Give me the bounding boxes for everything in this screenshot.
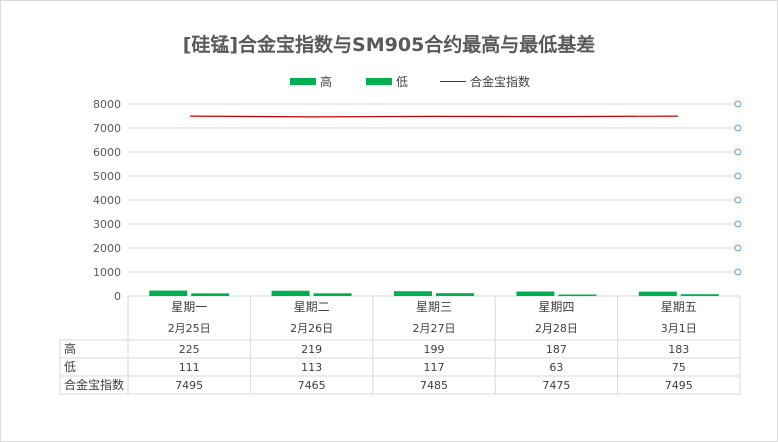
table-cell-value: 7475 (542, 379, 570, 392)
bar-low (191, 293, 230, 296)
table-cell-value: 117 (424, 361, 445, 374)
table-cell-value: 111 (179, 361, 200, 374)
table-row-label: 合金宝指数 (64, 377, 124, 392)
y-tick-label: 4000 (93, 194, 121, 207)
x-date-label: 2月27日 (413, 322, 456, 335)
secondary-axis-marker (734, 268, 742, 276)
secondary-axis-marker (734, 148, 742, 156)
x-category-label: 星期一 (171, 300, 207, 314)
x-date-label: 3月1日 (661, 322, 697, 335)
x-category-label: 星期二 (294, 300, 330, 314)
bar-low (436, 293, 474, 296)
table-cell-value: 7495 (665, 379, 693, 392)
bar-high (638, 291, 677, 296)
y-tick-label: 7000 (93, 122, 121, 135)
legend: 高 低 合金宝指数 (0, 72, 778, 92)
y-tick-label: 5000 (93, 170, 121, 183)
secondary-axis-marker (734, 220, 742, 228)
x-category-label: 星期三 (416, 300, 452, 314)
table-cell-value: 199 (424, 343, 445, 356)
legend-label-high: 高 (320, 75, 333, 89)
table-cell-value: 219 (301, 343, 322, 356)
table-cell-value: 183 (668, 343, 689, 356)
y-tick-label: 8000 (93, 98, 121, 111)
legend-swatch-high (290, 78, 316, 85)
bar-low (558, 294, 597, 296)
legend-swatch-low (366, 78, 392, 85)
legend-swatch-index (440, 81, 466, 82)
x-date-label: 2月25日 (168, 322, 211, 335)
table-cell-value: 75 (672, 361, 686, 374)
secondary-axis-marker (734, 244, 742, 252)
bar-high (271, 290, 310, 296)
x-date-label: 2月28日 (535, 322, 578, 335)
legend-label-index: 合金宝指数 (470, 75, 531, 89)
legend-label-low: 低 (396, 75, 409, 89)
y-tick-label: 0 (114, 290, 121, 303)
x-date-label: 2月26日 (290, 322, 333, 335)
table-cell-value: 113 (301, 361, 322, 374)
table-cell-value: 63 (549, 361, 563, 374)
y-tick-label: 6000 (93, 146, 121, 159)
table-cell-value: 7465 (298, 379, 326, 392)
y-tick-label: 1000 (93, 266, 121, 279)
secondary-axis-marker (734, 100, 742, 108)
bar-high (149, 290, 188, 296)
table-cell-value: 225 (179, 343, 200, 356)
table-cell-value: 187 (546, 343, 567, 356)
bar-high (516, 291, 555, 296)
secondary-axis-marker (734, 172, 742, 180)
chart-title: [硅锰]合金宝指数与SM905合约最高与最低基差 (182, 34, 596, 56)
secondary-axis-marker (734, 124, 742, 132)
y-tick-label: 2000 (93, 242, 121, 255)
x-category-label: 星期五 (661, 300, 697, 314)
table-cell-value: 7485 (420, 379, 448, 392)
bar-low (680, 294, 719, 296)
bar-high (394, 291, 432, 296)
secondary-axis-marker (734, 196, 742, 204)
y-tick-label: 3000 (93, 218, 121, 231)
bar-low (313, 293, 352, 296)
table-row-label: 高 (64, 341, 76, 356)
x-category-label: 星期四 (538, 300, 574, 314)
table-cell-value: 7495 (175, 379, 203, 392)
line-series-index (189, 115, 679, 118)
table-row-label: 低 (64, 360, 76, 374)
